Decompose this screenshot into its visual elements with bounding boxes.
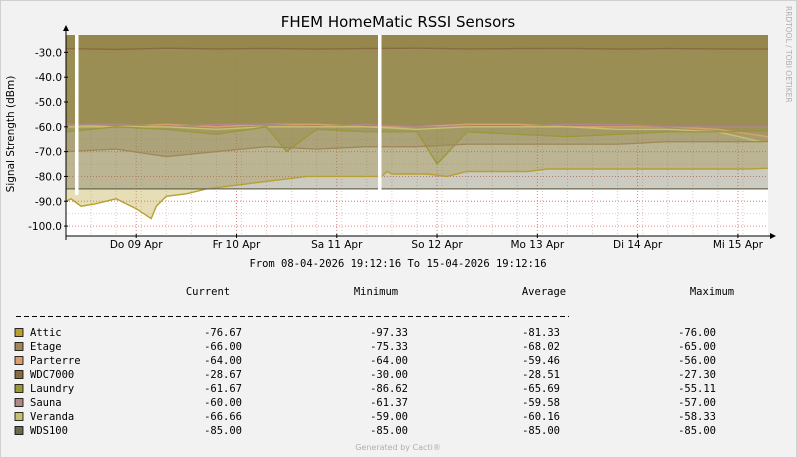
- legend-value: -75.33: [370, 341, 408, 353]
- date-range-text: From 08-04-2026 19:12:16 To 15-04-2026 1…: [249, 258, 546, 270]
- data-gap-2: [378, 35, 382, 195]
- legend-name: Laundry: [30, 383, 74, 395]
- x-tick-label: Mo 13 Apr: [510, 239, 564, 251]
- chart-title: FHEM HomeMatic RSSI Sensors: [281, 13, 516, 31]
- legend-name: Veranda: [30, 411, 74, 423]
- legend-value: -85.00: [204, 425, 242, 437]
- legend-header: Minimum: [354, 286, 398, 298]
- legend-value: -59.00: [370, 411, 408, 423]
- series-line-etage: [65, 141, 768, 158]
- series-line-sauna: [66, 123, 768, 128]
- y-tick-label: -100.0: [28, 221, 62, 233]
- legend-value: -68.02: [522, 341, 560, 353]
- legend-value: -58.33: [678, 411, 716, 423]
- series-area-wdc7000: [66, 35, 768, 50]
- legend-swatch: [14, 426, 24, 435]
- series-area-wds100: [66, 35, 768, 189]
- x-tick-label: Mi 15 Apr: [713, 239, 764, 251]
- legend-name: Attic: [30, 327, 62, 339]
- series-line-veranda: [66, 126, 769, 145]
- legend-value: -60.00: [204, 397, 242, 409]
- series-areas: [66, 35, 768, 219]
- legend-value: -85.00: [522, 425, 560, 437]
- legend-value: -60.16: [522, 411, 560, 423]
- legend-swatch: [14, 370, 24, 379]
- legend-swatch: [14, 412, 24, 421]
- legend-name: WDS100: [30, 425, 68, 437]
- legend-value: -30.00: [370, 369, 408, 381]
- y-tick-label: -90.0: [35, 196, 62, 208]
- legend-header: Average: [522, 286, 566, 298]
- legend-name: Etage: [30, 341, 62, 353]
- legend-value: -57.00: [678, 397, 716, 409]
- legend-name: WDC7000: [30, 369, 74, 381]
- legend-value: -55.11: [678, 383, 716, 395]
- grid-lines: [66, 35, 768, 236]
- legend-value: -66.66: [204, 411, 242, 423]
- legend-value: -64.00: [204, 355, 242, 367]
- legend-value: -85.00: [678, 425, 716, 437]
- series-area-laundry: [66, 35, 768, 164]
- legend-value: -28.67: [204, 369, 242, 381]
- legend-swatch: [14, 384, 24, 393]
- series-line-attic: [65, 167, 769, 220]
- legend-header: Maximum: [690, 286, 734, 298]
- legend-value: -85.00: [370, 425, 408, 437]
- legend-value: -59.58: [522, 397, 560, 409]
- legend: Attic -76.67 -97.33 -81.33 -76.00 Etage -66.00…: [14, 327, 716, 437]
- series-area-sauna: [66, 35, 768, 127]
- series-line-wdc7000: [65, 47, 769, 51]
- series-area-parterre: [66, 35, 768, 137]
- series-area-veranda: [66, 35, 768, 144]
- x-tick-label: So 12 Apr: [411, 239, 463, 251]
- series-line-laundry: [65, 126, 769, 166]
- legend-name: Sauna: [30, 397, 62, 409]
- data-gap-1: [75, 35, 79, 195]
- x-tick-label: Do 09 Apr: [110, 239, 163, 251]
- legend-swatch: [14, 398, 24, 407]
- legend-value: -76.67: [204, 327, 242, 339]
- y-tick-label: -70.0: [35, 147, 62, 159]
- legend-swatch: [14, 356, 24, 365]
- legend-name: Parterre: [30, 355, 81, 367]
- x-axis-arrow: [770, 233, 776, 239]
- legend-swatch: [14, 328, 24, 337]
- rrdtool-watermark: RRDTOOL / TOBI OETIKER: [784, 6, 793, 103]
- x-tick-label: Sa 11 Apr: [311, 239, 363, 251]
- x-tick-label: Di 14 Apr: [613, 239, 663, 251]
- legend-value: -86.62: [370, 383, 408, 395]
- legend-value: -27.30: [678, 369, 716, 381]
- y-axis-arrow: [63, 25, 69, 31]
- legend-value: -81.33: [522, 327, 560, 339]
- legend-value: -65.00: [678, 341, 716, 353]
- x-tick-labels: Do 09 Apr Fr 10 Apr Sa 11 Apr So 12 Apr Mo 1…: [110, 239, 764, 251]
- chart-axes: [63, 25, 776, 240]
- legend-value: -65.69: [522, 383, 560, 395]
- y-tick-label: -80.0: [35, 171, 62, 183]
- legend-value: -66.00: [204, 341, 242, 353]
- legend-value: -61.67: [204, 383, 242, 395]
- legend-header: Current: [186, 286, 230, 298]
- x-tick-label: Fr 10 Apr: [213, 239, 261, 251]
- legend-value: -61.37: [370, 397, 408, 409]
- legend-value: -28.51: [522, 369, 560, 381]
- y-axis-label: Signal Strength (dBm): [5, 76, 17, 193]
- legend-value: -97.33: [370, 327, 408, 339]
- y-tick-label: -30.0: [35, 47, 62, 59]
- y-tick-label: -40.0: [35, 72, 62, 84]
- legend-value: -59.46: [522, 355, 560, 367]
- series-lines: [65, 47, 769, 220]
- legend-value: -64.00: [370, 355, 408, 367]
- legend-headers: Current Minimum Average Maximum: [186, 286, 734, 298]
- y-tick-labels: -30.0 -40.0 -50.0 -60.0 -70.0 -80.0 -90.0 -100.…: [28, 47, 62, 233]
- y-tick-label: -60.0: [35, 122, 62, 134]
- cacti-footer: Generated by Cacti®: [355, 443, 441, 452]
- legend-swatch: [14, 342, 24, 351]
- y-tick-label: -50.0: [35, 97, 62, 109]
- legend-value: -56.00: [678, 355, 716, 367]
- legend-value: -76.00: [678, 327, 716, 339]
